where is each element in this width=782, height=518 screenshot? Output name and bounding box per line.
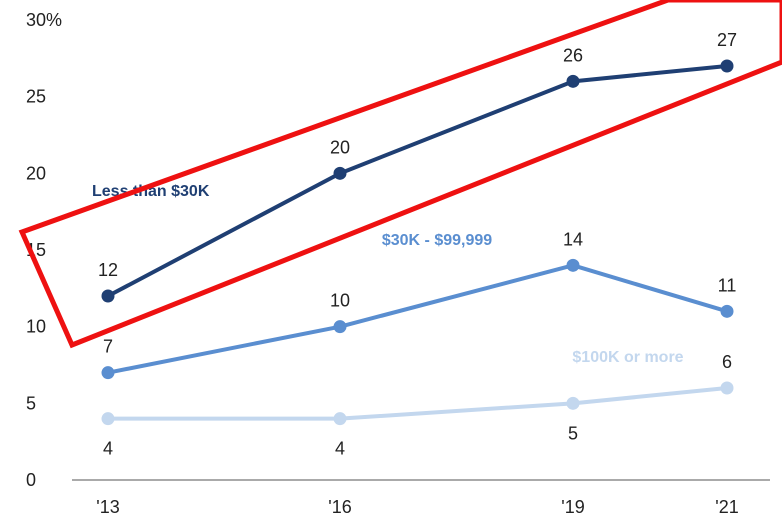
y-tick-label: 20 [26,163,46,183]
data-point [333,412,347,426]
data-label: 26 [563,45,583,65]
data-point [720,59,734,73]
data-label: 27 [717,30,737,50]
x-tick-label: '21 [715,497,738,517]
data-label: 14 [563,229,583,249]
y-tick-label: 10 [26,317,46,337]
x-tick-label: '19 [561,497,584,517]
data-point [333,320,347,334]
data-point [101,412,115,426]
series-line [107,64,728,298]
data-point [566,258,580,272]
y-tick-label: 0 [26,470,36,490]
y-tick-label: 5 [26,393,36,413]
data-label: 12 [98,260,118,280]
data-label: 4 [103,439,113,459]
x-axis-ticks: '13 '16 '19 '21 [96,497,738,517]
data-point [101,366,115,380]
series-line [107,263,728,375]
data-label: 20 [330,137,350,157]
series-name-label: $30K - $99,999 [382,232,492,249]
highlight-box [18,0,782,349]
series-1: 7 10 14 11 $30K - $99,999 [101,229,737,380]
data-point [333,166,347,180]
data-label: 6 [722,352,732,372]
data-label: 11 [718,275,737,295]
data-label: 10 [330,291,350,311]
y-tick-label: 30% [26,10,62,30]
series-name-label: $100K or more [572,349,683,366]
x-tick-label: '13 [96,497,119,517]
x-tick-label: '16 [328,497,351,517]
data-label: 7 [103,337,113,357]
data-point [720,381,734,395]
annotation-layer [18,0,782,349]
y-tick-label: 25 [26,87,46,107]
data-point [566,74,580,88]
series-line [108,386,728,421]
data-label: 5 [568,423,578,443]
data-label: 4 [335,439,345,459]
data-point [566,396,580,410]
data-point [101,289,115,303]
data-point [720,304,734,318]
series-2: 4 4 5 6 $100K or more [101,349,734,459]
